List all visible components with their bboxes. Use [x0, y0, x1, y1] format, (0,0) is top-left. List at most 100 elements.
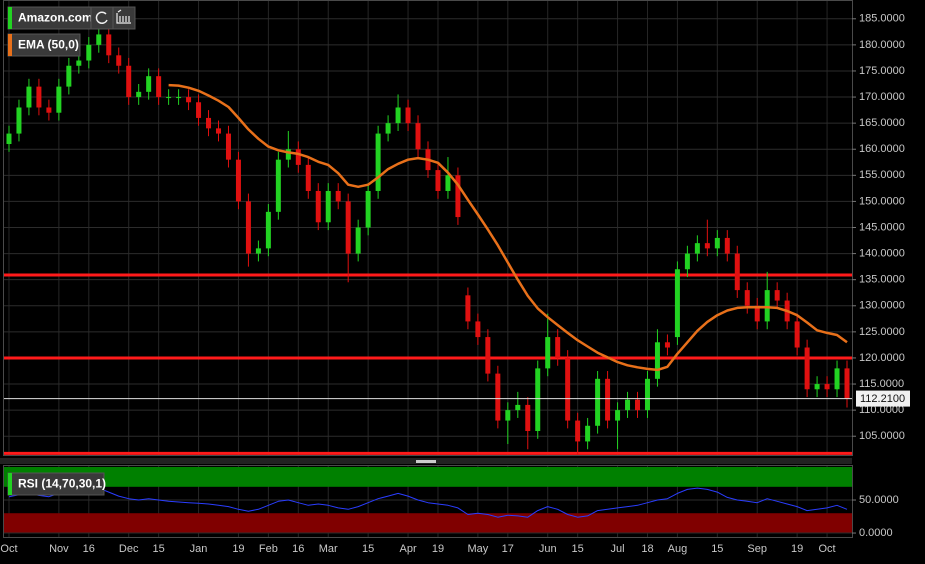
refresh-icon — [95, 11, 108, 24]
candle-body — [535, 368, 541, 431]
candle-body — [595, 378, 601, 426]
x-tick-label: 19 — [791, 543, 803, 555]
candle-body — [475, 321, 481, 338]
candle-body — [485, 337, 491, 374]
candle-body — [495, 373, 501, 421]
price-legend[interactable]: Amazon.com — [7, 6, 136, 30]
x-tick-label: Sep — [747, 543, 767, 555]
candle-body — [176, 97, 182, 99]
y-tick-label: 155.0000 — [859, 169, 905, 181]
y-tick-label: 130.0000 — [859, 300, 905, 312]
candle-body — [325, 190, 331, 223]
candle-body — [694, 243, 700, 254]
rsi-band — [4, 513, 852, 534]
candle-body — [355, 227, 361, 254]
candle-body — [814, 384, 820, 390]
candle-body — [106, 34, 112, 56]
y-tick-label: 175.0000 — [859, 65, 905, 77]
menu-icon — [116, 9, 131, 24]
x-tick-label: May — [467, 543, 488, 555]
candle-body — [794, 321, 800, 348]
candle-body — [644, 378, 650, 411]
candle-body — [844, 368, 850, 399]
candle-body — [555, 337, 561, 358]
rsi-band — [4, 466, 852, 487]
candle-body — [156, 76, 162, 98]
candle-body — [335, 190, 341, 202]
y-tick-label: 110.0000 — [859, 404, 904, 416]
x-tick-label: 15 — [711, 543, 723, 555]
y-tick-label: 150.0000 — [859, 195, 905, 207]
candle-body — [565, 357, 571, 421]
candle-body — [235, 159, 241, 202]
legend-title: Amazon.com — [18, 11, 93, 25]
candle-body — [126, 65, 132, 98]
candle-body — [365, 190, 371, 228]
x-tick-label: 18 — [641, 543, 653, 555]
candle-body — [505, 410, 511, 421]
legend-swatch — [8, 34, 12, 56]
candle-body — [345, 201, 351, 254]
candle-body — [36, 86, 42, 108]
x-tick-label: 16 — [292, 543, 304, 555]
candle-body — [435, 170, 441, 191]
candle-body — [714, 237, 720, 249]
candle-body — [16, 107, 22, 134]
candle-body — [166, 97, 172, 99]
refresh-button[interactable] — [90, 6, 114, 30]
legend-rsi: RSI (14,70,30,1) — [18, 477, 106, 491]
candle-body — [86, 44, 92, 61]
x-tick-label: Nov — [49, 543, 69, 555]
candle-body — [674, 269, 680, 338]
plot-layer: Oct Nov 16 Dec 15 Jan 19 Feb 16 Mar 15 Apr 19 May 17 Ju… — [0, 1, 910, 555]
candle-body — [66, 65, 72, 87]
candle-body — [545, 337, 551, 369]
legend-ema: EMA (50,0) — [18, 38, 79, 52]
candle-body — [116, 55, 122, 66]
candle-body — [96, 34, 102, 45]
y-tick-label: 115.0000 — [859, 378, 904, 390]
rsi-legend[interactable]: RSI (14,70,30,1) — [7, 472, 106, 496]
candle-body — [385, 123, 391, 134]
y-tick-label: 145.0000 — [859, 221, 905, 233]
candle-body — [255, 248, 261, 254]
candle-body — [275, 159, 281, 212]
y-tick-label: 140.0000 — [859, 247, 905, 259]
y-tick-label: 165.0000 — [859, 117, 905, 129]
legend-swatch — [8, 473, 12, 495]
x-tick-label: 19 — [432, 543, 444, 555]
candle-body — [744, 290, 750, 306]
candle-body — [305, 164, 311, 191]
x-tick-label: Oct — [818, 543, 835, 555]
candle-body — [515, 404, 521, 411]
x-tick-label: Mar — [319, 543, 338, 555]
candle-body — [615, 410, 621, 421]
candle-body — [635, 399, 641, 411]
x-tick-label: 19 — [232, 543, 244, 555]
x-tick-label: Jan — [190, 543, 208, 555]
candle-body — [405, 107, 411, 124]
x-tick-label: 17 — [502, 543, 514, 555]
x-tick-label: Aug — [668, 543, 688, 555]
candle-body — [585, 425, 591, 442]
x-tick-label: Jul — [611, 543, 625, 555]
last-price-box — [856, 390, 910, 407]
y-tick-label: 170.0000 — [859, 91, 905, 103]
candle-body — [375, 133, 381, 191]
x-tick-label: Oct — [0, 543, 17, 555]
x-tick-label: Apr — [399, 543, 416, 555]
divider-handle[interactable] — [416, 460, 436, 463]
last-price-label: 112.2100 — [860, 393, 905, 405]
candle-body — [26, 86, 32, 108]
candle-body — [445, 175, 451, 191]
ema-legend[interactable]: EMA (50,0) — [7, 33, 81, 57]
candle-body — [206, 117, 212, 129]
y-tick-label: 135.0000 — [859, 274, 905, 286]
x-tick-label: 15 — [362, 543, 374, 555]
menu-button[interactable] — [112, 6, 136, 30]
candle-body — [265, 211, 271, 249]
y-tick-label: 105.0000 — [859, 430, 905, 442]
candle-body — [315, 190, 321, 223]
x-tick-label: 16 — [83, 543, 95, 555]
